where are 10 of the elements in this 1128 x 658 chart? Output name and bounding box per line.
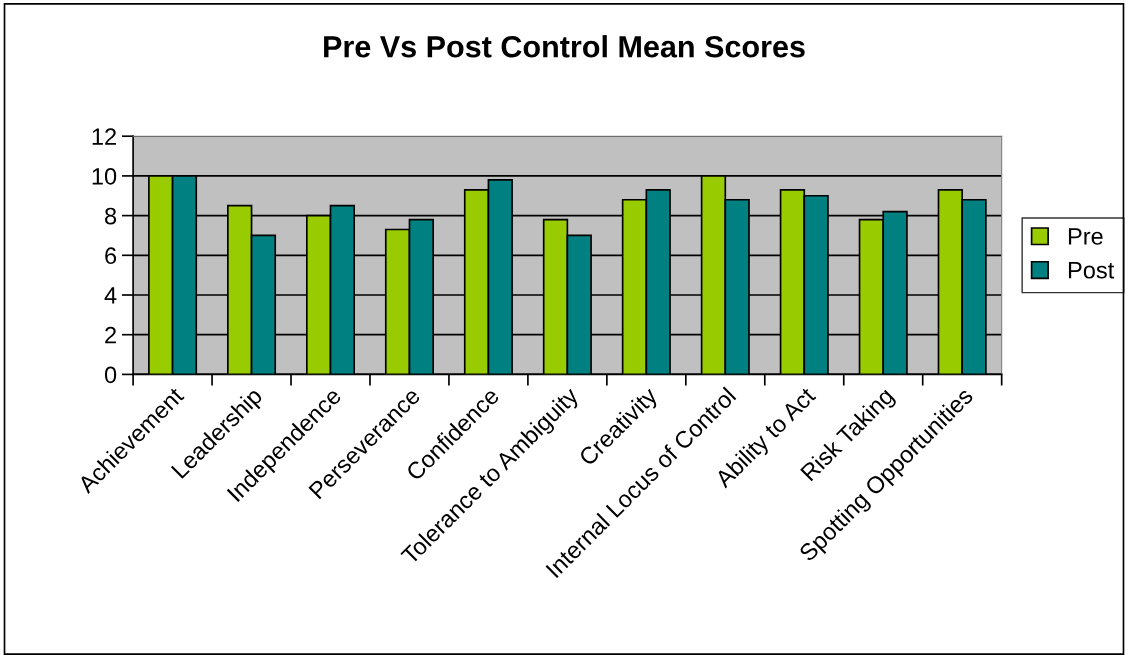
- legend-label: Pre: [1068, 228, 1103, 245]
- y-tick-label: 0: [104, 366, 117, 384]
- y-tick-label: 10: [92, 167, 117, 185]
- y-tick-label: 6: [105, 247, 117, 265]
- y-tick-label: 2: [105, 326, 116, 344]
- y-tick-label: 8: [105, 207, 117, 225]
- y-tick-label: 4: [104, 287, 117, 304]
- chart-title: Pre Vs Post Control Mean Scores: [324, 35, 805, 58]
- y-tick-label: 12: [92, 128, 116, 145]
- legend-label: Post: [1068, 262, 1115, 279]
